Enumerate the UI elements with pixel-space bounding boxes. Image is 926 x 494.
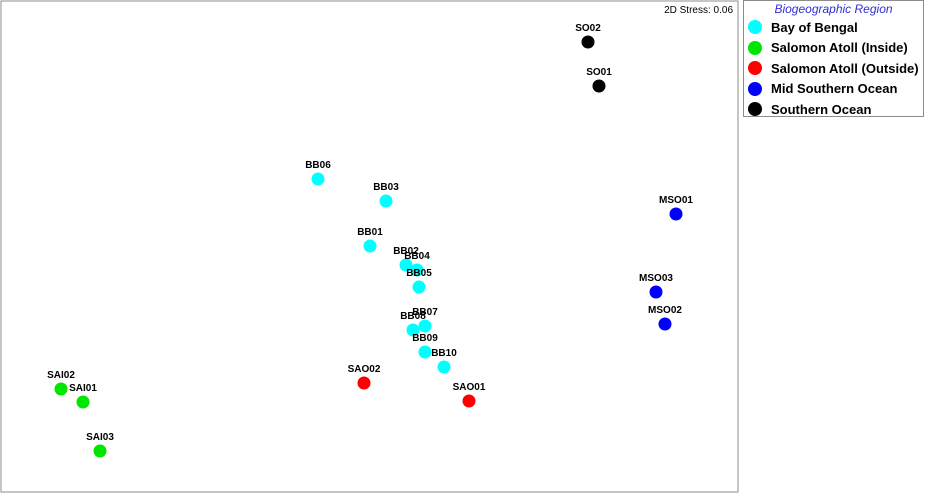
- point-sao01: [462, 394, 476, 408]
- point-bb09: [418, 345, 432, 359]
- point-label-bb04: BB04: [404, 251, 430, 262]
- point-label-sai02: SAI02: [47, 370, 75, 381]
- point-so02: [581, 35, 595, 49]
- point-label-so02: SO02: [575, 23, 601, 34]
- point-label-bb01: BB01: [357, 227, 383, 238]
- legend-dot-icon: [748, 81, 762, 96]
- legend-item-1: Salomon Atoll (Inside): [744, 38, 923, 59]
- point-label-bb06: BB06: [305, 160, 331, 171]
- point-label-bb08: BB08: [400, 311, 426, 322]
- point-bb05: [412, 280, 426, 294]
- point-label-bb05: BB05: [406, 268, 432, 279]
- legend-label: Southern Ocean: [771, 101, 872, 117]
- point-sai02: [54, 382, 68, 396]
- point-label-sao01: SAO01: [453, 382, 486, 393]
- legend-item-4: Southern Ocean: [744, 99, 923, 120]
- legend-label: Salomon Atoll (Inside): [771, 40, 908, 56]
- point-label-so01: SO01: [586, 67, 612, 78]
- point-label-mso02: MSO02: [648, 305, 682, 316]
- legend-items: Bay of Bengal Salomon Atoll (Inside) Salom…: [744, 17, 923, 120]
- point-bb08: [406, 323, 420, 337]
- legend-label: Bay of Bengal: [771, 19, 858, 35]
- point-mso01: [669, 207, 683, 221]
- legend-label: Mid Southern Ocean: [771, 81, 898, 97]
- point-sai03: [93, 444, 107, 458]
- stress-annotation: 2D Stress: 0.06: [664, 5, 733, 16]
- point-label-sao02: SAO02: [348, 364, 381, 375]
- point-label-bb07: BB07: [412, 307, 438, 318]
- legend-title: Biogeographic Region: [774, 2, 893, 16]
- point-label-sai01: SAI01: [69, 383, 97, 394]
- legend: Biogeographic Region Bay of Bengal Salomo…: [743, 0, 924, 117]
- point-mso02: [658, 317, 672, 331]
- point-bb10: [437, 360, 451, 374]
- point-label-mso03: MSO03: [639, 273, 673, 284]
- point-label-bb09: BB09: [412, 333, 438, 344]
- point-so01: [592, 79, 606, 93]
- point-label-mso01: MSO01: [659, 195, 693, 206]
- plot-frame: [0, 0, 739, 493]
- point-bb06: [311, 172, 325, 186]
- point-sao02: [357, 376, 371, 390]
- legend-item-3: Mid Southern Ocean: [744, 79, 923, 100]
- point-label-sai03: SAI03: [86, 432, 114, 443]
- legend-dot-icon: [748, 40, 762, 55]
- point-bb04: [410, 263, 424, 277]
- point-bb07: [418, 319, 432, 333]
- legend-item-0: Bay of Bengal: [744, 17, 923, 38]
- legend-dot-icon: [748, 20, 762, 35]
- point-label-bb03: BB03: [373, 182, 399, 193]
- legend-label: Salomon Atoll (Outside): [771, 60, 919, 76]
- point-label-bb10: BB10: [431, 348, 457, 359]
- legend-dot-icon: [748, 61, 762, 76]
- point-bb03: [379, 194, 393, 208]
- point-label-bb02: BB02: [393, 246, 419, 257]
- legend-dot-icon: [748, 102, 762, 117]
- point-sai01: [76, 395, 90, 409]
- point-bb01: [363, 239, 377, 253]
- point-bb02: [399, 258, 413, 272]
- point-mso03: [649, 285, 663, 299]
- legend-item-2: Salomon Atoll (Outside): [744, 58, 923, 79]
